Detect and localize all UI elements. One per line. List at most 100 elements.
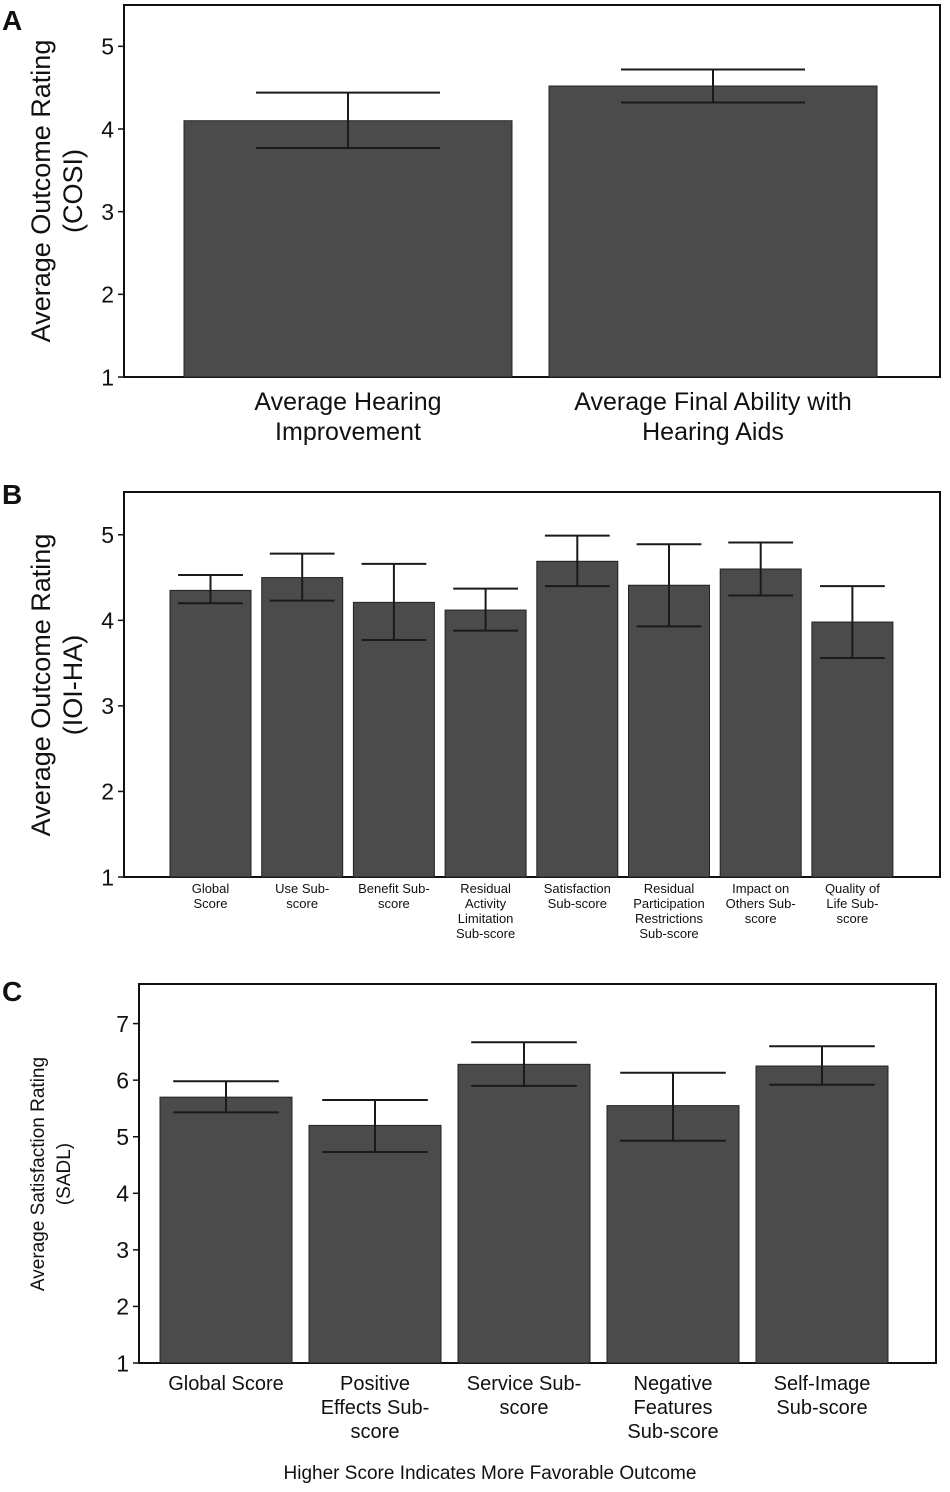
x-category-label: Sub-score xyxy=(456,926,515,941)
x-category-label: Self-Image xyxy=(774,1373,871,1395)
x-category-label: Participation xyxy=(633,896,705,911)
x-category-label: score xyxy=(286,896,318,911)
x-category-label: Life Sub- xyxy=(826,896,878,911)
bar xyxy=(308,1124,442,1364)
x-category-label: Impact on xyxy=(732,881,789,896)
y-tick-label: 4 xyxy=(101,116,114,142)
x-axis-label: Higher Score Indicates More Favorable Ou… xyxy=(284,1463,697,1484)
x-category-label: Global xyxy=(192,881,230,896)
x-category-label: Positive xyxy=(340,1373,410,1395)
x-category-label: Use Sub- xyxy=(275,881,329,896)
y-tick-label: 1 xyxy=(101,864,114,890)
x-category-label: Sub-score xyxy=(548,896,607,911)
bar xyxy=(183,120,513,378)
y-tick-label: 6 xyxy=(116,1067,129,1093)
y-tick-label: 3 xyxy=(116,1237,129,1263)
panel-b-letter: B xyxy=(2,479,22,510)
bar xyxy=(261,577,344,878)
x-category-label: Benefit Sub- xyxy=(358,881,430,896)
bar xyxy=(536,560,619,878)
x-category-label: Limitation xyxy=(458,911,514,926)
bar xyxy=(628,584,710,878)
bar xyxy=(606,1105,740,1364)
x-category-label: Effects Sub- xyxy=(321,1397,430,1419)
x-category-label: Sub-score xyxy=(776,1397,867,1419)
error-bar xyxy=(322,1098,428,1154)
x-category-label: Service Sub- xyxy=(467,1373,582,1395)
error-bar xyxy=(173,1080,279,1114)
x-category-label: Sub-score xyxy=(627,1421,718,1443)
x-category-label: Quality of xyxy=(825,881,880,896)
y-tick-label: 1 xyxy=(116,1350,129,1376)
panel-b: B 1 2 3 4 5 Average Outcome Rating (IOI-HA) Glo… xyxy=(2,479,941,941)
y-axis-label: (SADL) xyxy=(54,1143,75,1205)
bar xyxy=(755,1065,889,1364)
panel-b-plot-frame xyxy=(123,491,941,878)
error-bar xyxy=(636,543,702,628)
x-category-label: Sub-score xyxy=(639,926,698,941)
x-category-label: score xyxy=(378,896,410,911)
error-bar xyxy=(178,573,243,605)
bar xyxy=(548,85,878,378)
x-category-label: Residual xyxy=(460,881,511,896)
y-tick-label: 5 xyxy=(116,1124,129,1150)
panel-a-letter: A xyxy=(2,5,22,36)
y-tick-label: 5 xyxy=(101,34,114,60)
y-tick-label: 2 xyxy=(101,779,114,805)
x-category-label: Negative xyxy=(634,1373,713,1395)
x-category-label: Hearing Aids xyxy=(642,418,784,446)
panel-a-plot-frame xyxy=(123,4,941,378)
y-tick-label: 4 xyxy=(101,608,114,634)
x-category-label: Average Hearing xyxy=(254,388,441,416)
x-category-label: Score xyxy=(194,896,228,911)
y-axis-label: (IOI-HA) xyxy=(58,635,88,736)
error-bar xyxy=(269,552,335,602)
y-tick-label: 2 xyxy=(116,1294,129,1320)
x-category-label: Others Sub- xyxy=(726,896,796,911)
x-category-label: Restrictions xyxy=(635,911,703,926)
y-tick-label: 5 xyxy=(101,522,114,548)
bar xyxy=(811,621,894,878)
bar xyxy=(352,601,435,878)
error-bar xyxy=(256,91,440,150)
panel-c-letter: C xyxy=(2,976,22,1007)
y-axis-label: (COSI) xyxy=(58,149,88,233)
bar xyxy=(169,589,252,878)
x-category-label: Residual xyxy=(644,881,695,896)
x-category-label: Satisfaction xyxy=(544,881,611,896)
bar xyxy=(444,609,527,878)
error-bar xyxy=(544,534,610,588)
x-category-label: score xyxy=(351,1421,400,1443)
error-bar xyxy=(471,1041,577,1087)
y-tick-label: 2 xyxy=(101,282,114,308)
error-bar xyxy=(453,587,518,632)
panel-c: C 1 2 3 4 5 6 7 Average Satisfaction Rating (SAD… xyxy=(2,976,937,1484)
error-bar xyxy=(620,1071,726,1142)
x-category-label: score xyxy=(745,911,777,926)
x-category-label: Features xyxy=(634,1397,713,1419)
error-bar xyxy=(621,68,805,104)
error-bar xyxy=(820,585,885,659)
x-category-label: score xyxy=(500,1397,549,1419)
bar xyxy=(719,568,802,878)
y-axis-label: Average Outcome Rating xyxy=(26,534,56,837)
y-tick-label: 3 xyxy=(101,199,114,225)
x-category-label: Activity xyxy=(465,896,507,911)
x-category-label: Global Score xyxy=(168,1373,284,1395)
bar xyxy=(457,1063,591,1364)
y-axis-label: Average Satisfaction Rating xyxy=(28,1057,49,1291)
panel-a: A 1 2 3 4 5 Average Outcome Rating (COSI) Avera… xyxy=(2,4,941,446)
x-category-label: Average Final Ability with xyxy=(574,388,851,416)
y-axis-label: Average Outcome Rating xyxy=(26,40,56,343)
y-tick-label: 7 xyxy=(116,1011,129,1037)
bar xyxy=(159,1096,293,1364)
y-tick-label: 4 xyxy=(116,1181,129,1207)
x-category-label: score xyxy=(837,911,869,926)
y-tick-label: 1 xyxy=(101,364,114,390)
error-bar xyxy=(361,562,427,642)
error-bar xyxy=(728,541,794,597)
y-tick-label: 3 xyxy=(101,693,114,719)
x-category-label: Improvement xyxy=(275,418,421,446)
error-bar xyxy=(769,1045,875,1086)
